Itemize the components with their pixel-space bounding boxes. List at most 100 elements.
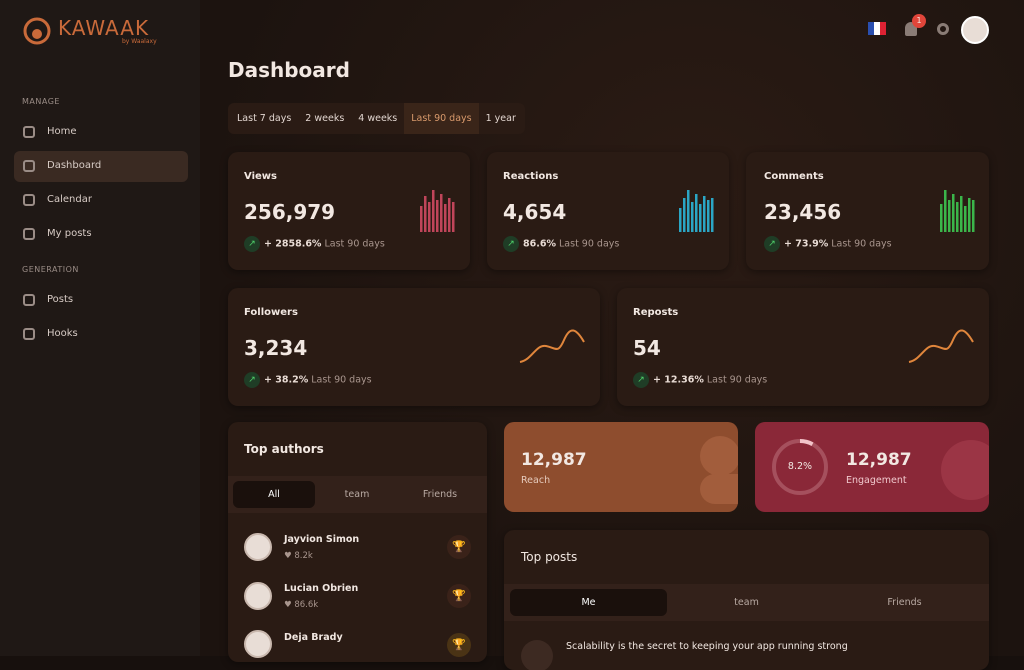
nav-item[interactable]: My posts [14,219,188,250]
change-period: Last 90 days [706,374,768,386]
author-likes: ♥ 86.6k [284,600,319,610]
post-text[interactable]: Scalability is the secret to keeping you… [566,641,848,652]
stat-change: ↗ 86.6% Last 90 days [503,236,619,252]
stat-card: Reactions 4,654 ↗ 86.6% Last 90 days [487,152,729,270]
decoration [941,440,989,500]
nav-label: Home [47,126,77,137]
post-thumbnail [521,640,553,670]
nav-item[interactable]: Calendar [14,185,188,216]
nav-label: Hooks [47,328,78,339]
stat-label: Followers [244,307,298,318]
range-option[interactable]: Last 7 days [237,113,292,124]
notification-badge: 1 [912,14,926,28]
settings-icon[interactable] [937,23,949,35]
range-option[interactable]: 4 weeks [358,113,398,124]
author-name: Deja Brady [284,632,343,643]
engagement-card: 8.2% 12,987 Engagement [755,422,989,512]
body: KAWAAK by Waalaxy MANAGE Home Dashboard … [14,0,1024,670]
stat-change: ↗ + 2858.6% Last 90 days [244,236,385,252]
tab[interactable]: Friends [887,597,922,608]
section-title: GENERATION [22,265,79,274]
nav-item[interactable]: Hooks [14,319,188,350]
main: 1 Dashboard Last 7 days 2 weeks 4 weeks Las… [200,0,1024,670]
nav-label: Posts [47,294,74,305]
logo-icon [23,17,51,45]
stat-label: Views [244,171,277,182]
sparkline [519,329,585,363]
sparkline [940,190,975,232]
trophy-icon: 🏆 [447,633,471,657]
stat-card: Followers 3,234 ↗ + 38.2% Last 90 days [228,288,600,406]
stat-change: ↗ + 38.2% Last 90 days [244,372,372,388]
range-option[interactable]: 1 year [485,113,516,124]
author-likes: ♥ 8.2k [284,551,313,561]
reach-card: 12,987 Reach [504,422,738,512]
tab[interactable]: Me [510,589,667,616]
nav-item[interactable]: Home [14,117,188,148]
stat-card: Comments 23,456 ↗ + 73.9% Last 90 days [746,152,989,270]
change-value: + 12.36% [653,374,704,386]
stat-value: 54 [633,336,661,360]
change-period: Last 90 days [311,374,372,386]
top-posts-card: Top posts Me team Friends Scalability is… [504,530,989,670]
author-name: Jayvion Simon [284,534,360,545]
stat-label: Reposts [633,307,679,318]
stat-change: ↗ + 12.36% Last 90 days [633,372,767,388]
tab[interactable]: team [734,597,759,608]
nav-item[interactable]: Posts [14,285,188,316]
tab[interactable]: Friends [422,489,458,500]
sparkline [420,190,455,232]
decoration [700,436,738,476]
trophy-icon: 🏆 [447,535,471,559]
nav-label: Calendar [47,194,92,205]
tab[interactable]: All [233,481,315,508]
stat-change: ↗ + 73.9% Last 90 days [764,236,892,252]
stat-value: 4,654 [503,200,567,224]
range-option[interactable]: Last 90 days [404,103,479,134]
change-period: Last 90 days [324,238,385,250]
stat-value: 23,456 [764,200,842,224]
change-value: 86.6% [523,238,556,250]
engagement-value: 12,987 [846,450,912,470]
tab[interactable]: team [344,489,370,500]
reach-label: Reach [521,475,551,486]
nav-item[interactable]: Dashboard [14,151,188,182]
sparkline [679,190,714,232]
likes-value: 8.2k [294,551,313,561]
sparkline [908,329,974,363]
range-selector: Last 7 days 2 weeks 4 weeks Last 90 days 1 y… [228,103,525,134]
change-value: + 73.9% [784,238,829,250]
user-avatar[interactable] [961,16,989,44]
brand-name: KAWAAK [58,16,150,40]
trophy-icon: 🏆 [447,584,471,608]
range-option[interactable]: 2 weeks [305,113,345,124]
stat-label: Reactions [503,171,559,182]
language-flag[interactable] [868,22,886,35]
nav-label: My posts [47,228,92,239]
tab-bar: All team Friends [228,476,487,513]
author-avatar [244,630,272,658]
change-value: + 38.2% [264,374,309,386]
likes-value: 86.6k [294,600,319,610]
reach-value: 12,987 [521,450,587,470]
page-title: Dashboard [228,58,350,82]
change-value: + 2858.6% [264,238,322,250]
stat-value: 3,234 [244,336,308,360]
decoration [700,474,738,504]
brand-tagline: by Waalaxy [122,38,157,45]
stat-label: Comments [764,171,824,182]
engagement-percent: 8.2% [787,461,813,472]
section-title: MANAGE [22,97,60,106]
stat-card: Views 256,979 ↗ + 2858.6% Last 90 days [228,152,470,270]
stat-value: 256,979 [244,200,336,224]
change-period: Last 90 days [831,238,892,250]
change-period: Last 90 days [559,238,620,250]
author-avatar [244,582,272,610]
card-title: Top authors [244,442,324,456]
author-name: Lucian Obrien [284,583,359,594]
stat-card: Reposts 54 ↗ + 12.36% Last 90 days [617,288,989,406]
top-authors-card: Top authors All team Friends Jayvion Sim… [228,422,487,662]
engagement-ring [772,439,828,495]
tab-bar: Me team Friends [504,584,989,621]
nav-label: Dashboard [47,160,102,171]
